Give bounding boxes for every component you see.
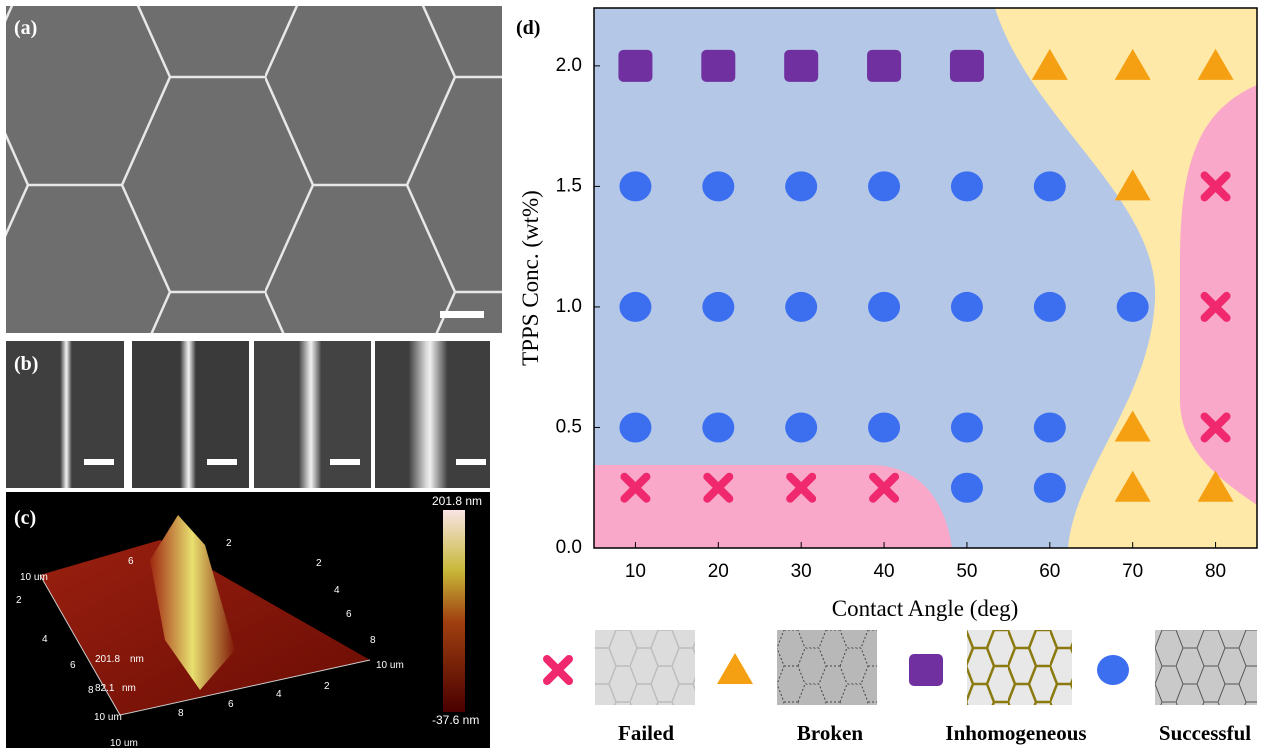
point xyxy=(1114,470,1151,502)
y-tick-label: 2.0 xyxy=(556,55,582,76)
y-tick-label: 1.0 xyxy=(556,296,582,317)
point xyxy=(1200,171,1231,202)
legend-marker xyxy=(909,654,943,686)
point xyxy=(1031,48,1068,80)
axis-label: 8 xyxy=(178,708,184,719)
axis-label: 82.1 xyxy=(95,683,115,694)
point xyxy=(619,171,652,202)
axis-label: 2 xyxy=(324,681,330,692)
scale-bar xyxy=(440,311,484,318)
legend-marker xyxy=(543,655,573,685)
point xyxy=(786,472,817,503)
point xyxy=(1033,291,1066,322)
axis-label: 2 xyxy=(316,558,322,569)
point xyxy=(869,472,900,503)
axis-label: 8 xyxy=(370,635,376,646)
x-tick-label: 70 xyxy=(1122,561,1143,582)
point xyxy=(703,472,734,503)
axis-label: 2 xyxy=(226,538,232,549)
panel-label: (c) xyxy=(14,507,36,529)
point xyxy=(785,412,818,443)
point xyxy=(1114,48,1151,80)
legend-marker xyxy=(717,653,753,684)
legend-label: Broken xyxy=(797,721,863,745)
point xyxy=(702,412,735,443)
point xyxy=(784,49,819,82)
afm-axis-labels: 10 um 2 4 6 8 10 um 201.8 nm 82.1 nm 10 … xyxy=(16,538,404,749)
axis-label: 8 xyxy=(88,685,94,696)
point xyxy=(1114,410,1151,442)
point xyxy=(950,472,983,503)
colorbar-label: -37.6 nm xyxy=(432,713,479,727)
point xyxy=(619,291,652,322)
y-tick-label: 0.0 xyxy=(556,537,582,558)
legend-images xyxy=(595,630,1257,705)
point xyxy=(949,49,984,82)
axis-label: 6 xyxy=(128,556,134,567)
y-tick-label: 0.5 xyxy=(556,416,582,437)
point xyxy=(1033,412,1066,443)
x-tick-label: 50 xyxy=(956,561,977,582)
point xyxy=(868,412,901,443)
axis-label: 4 xyxy=(42,634,48,645)
axis-label: 6 xyxy=(228,699,234,710)
point xyxy=(1114,169,1151,201)
y-tick-label: 1.5 xyxy=(556,175,582,196)
x-tick-label: 20 xyxy=(708,561,729,582)
point xyxy=(950,412,983,443)
axis-label: 10 um xyxy=(376,660,404,671)
axis-label: 10 um xyxy=(110,738,138,749)
point xyxy=(785,291,818,322)
x-axis-label: Contact Angle (deg) xyxy=(832,596,1019,621)
legend-marker xyxy=(1097,655,1129,685)
axis-label: nm xyxy=(122,683,136,694)
point xyxy=(950,171,983,202)
point xyxy=(868,171,901,202)
panel-label: (b) xyxy=(14,353,38,375)
panel-label: (d) xyxy=(516,17,540,39)
legend-label: Failed xyxy=(618,721,674,745)
point xyxy=(867,49,902,82)
point xyxy=(1200,291,1231,322)
point xyxy=(619,412,652,443)
axis-label: nm xyxy=(130,654,144,665)
x-tick-label: 30 xyxy=(791,561,812,582)
x-tick-label: 80 xyxy=(1205,561,1226,582)
point xyxy=(1200,412,1231,443)
axis-label: 2 xyxy=(16,595,22,606)
x-tick-label: 40 xyxy=(873,561,894,582)
point xyxy=(785,171,818,202)
point xyxy=(620,472,651,503)
panel-label: (a) xyxy=(14,17,37,39)
point xyxy=(1033,171,1066,202)
fiber-images xyxy=(6,341,490,488)
axis-label: 201.8 xyxy=(95,654,120,665)
point xyxy=(702,291,735,322)
point xyxy=(1116,291,1149,322)
point xyxy=(702,171,735,202)
axis-label: 4 xyxy=(334,585,340,596)
regions xyxy=(593,7,1258,549)
afm-image xyxy=(6,492,490,748)
axis-label: 4 xyxy=(276,689,282,700)
point xyxy=(618,49,653,82)
axis-label: 6 xyxy=(70,660,76,671)
colorbar-label: 201.8 nm xyxy=(432,494,482,508)
sem-image xyxy=(6,6,502,333)
axis-label: 10 um xyxy=(94,712,122,723)
x-tick-label: 60 xyxy=(1039,561,1060,582)
y-axis-label: TPPS Conc. (wt%) xyxy=(518,190,543,366)
point xyxy=(950,291,983,322)
axis-label: 10 um xyxy=(20,572,48,583)
point xyxy=(701,49,736,82)
axis-label: 6 xyxy=(346,609,352,620)
point xyxy=(1197,48,1234,80)
point xyxy=(1033,472,1066,503)
point xyxy=(868,291,901,322)
legend-label: Successful xyxy=(1159,721,1251,745)
legend-label: Inhomogeneous xyxy=(945,721,1086,745)
point xyxy=(1197,470,1234,502)
x-tick-label: 10 xyxy=(625,561,646,582)
